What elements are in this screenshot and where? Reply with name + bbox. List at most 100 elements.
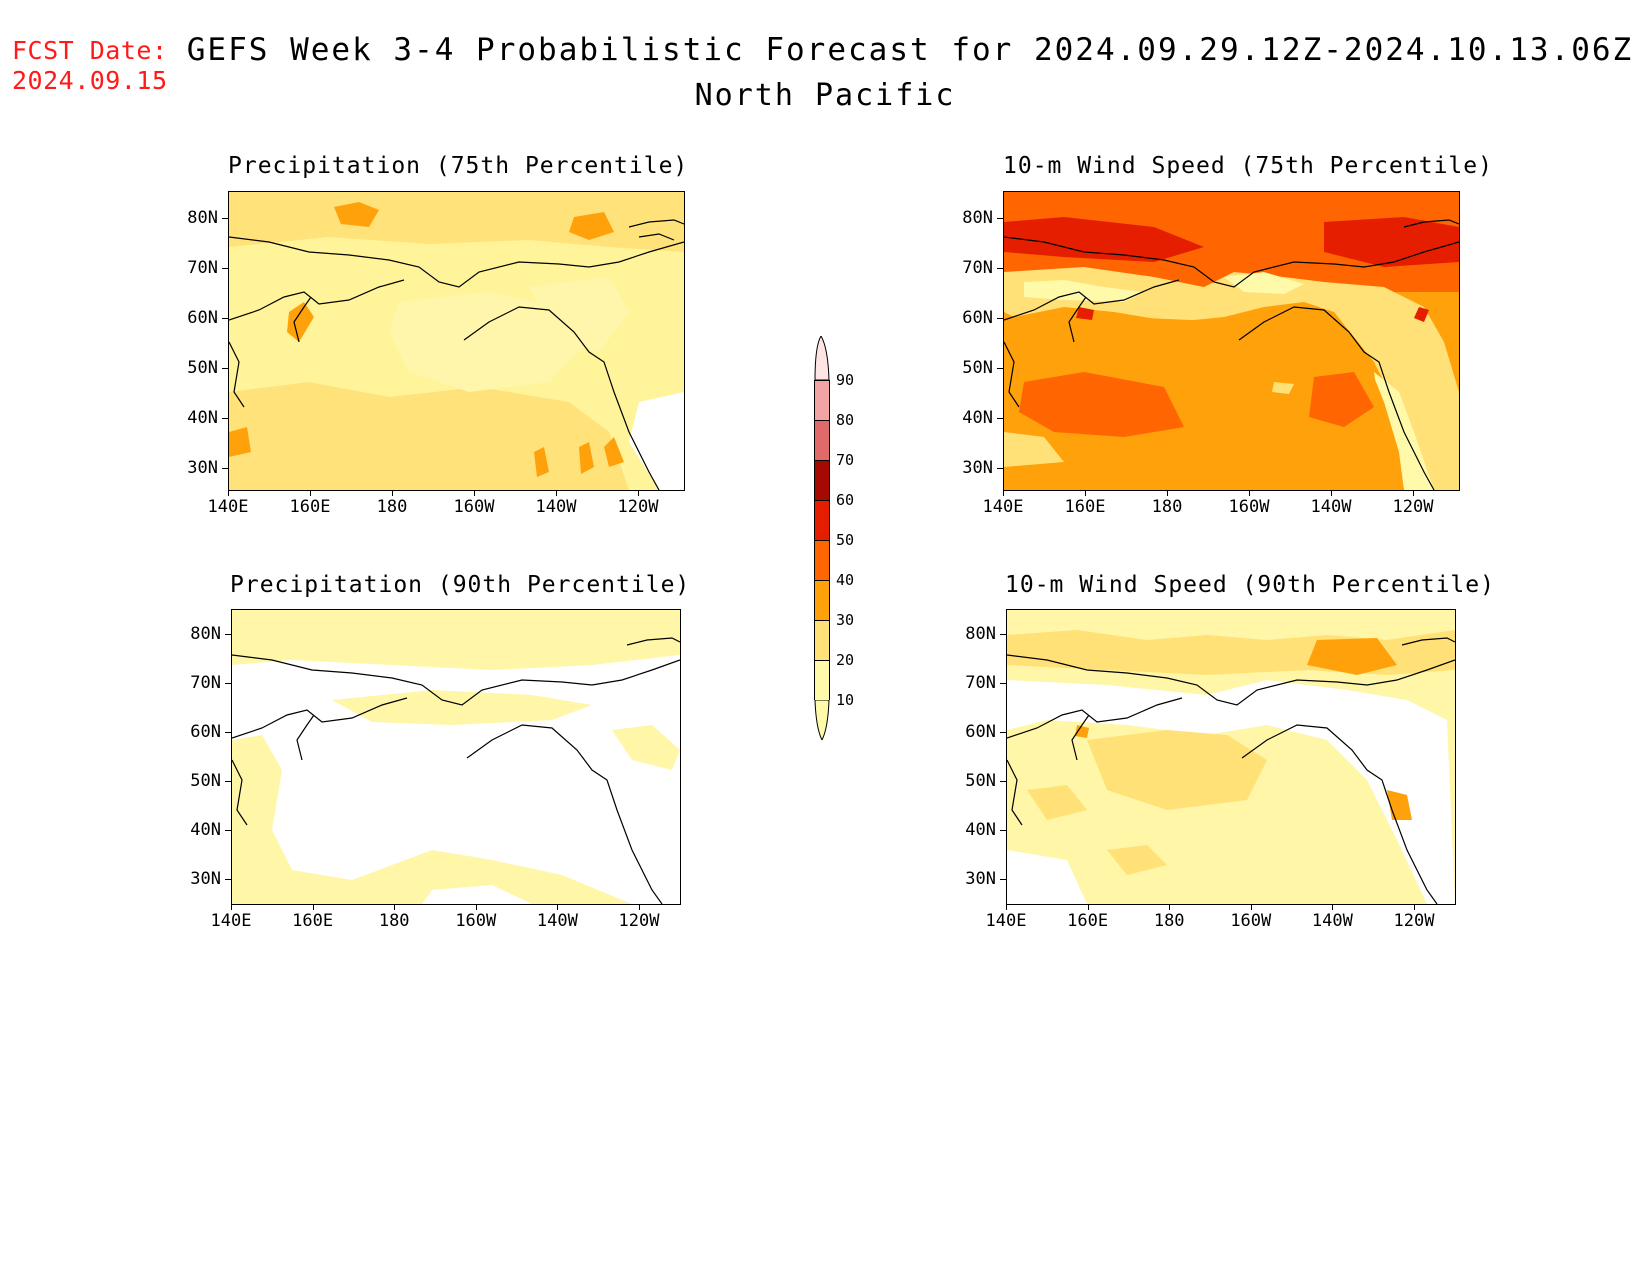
colorbar-label: 20 — [836, 651, 855, 669]
lat-tick-label: 30N — [190, 869, 221, 889]
lat-tick-label: 60N — [962, 308, 993, 328]
lon-tick-mark — [1169, 904, 1171, 910]
lat-tick-mark — [222, 218, 228, 219]
lon-tick-label: 120W — [618, 911, 660, 931]
lat-tick-label: 50N — [962, 358, 993, 378]
lon-tick-mark — [475, 904, 477, 910]
colorbar-label: 30 — [836, 611, 855, 629]
lat-tick-label: 60N — [965, 722, 996, 742]
lat-tick-mark — [225, 879, 231, 880]
lat-tick-mark — [225, 781, 231, 782]
map-precip-75 — [228, 191, 685, 491]
lat-tick-label: 50N — [190, 771, 221, 791]
lat-tick-mark — [222, 468, 228, 469]
lon-tick-mark — [1413, 490, 1414, 496]
lon-tick-mark — [1167, 490, 1168, 496]
colorbar-label: 80 — [836, 411, 855, 429]
lat-tick-mark — [225, 683, 231, 684]
map-wind-90 — [1006, 609, 1456, 905]
lon-tick-label: 140E — [210, 911, 252, 931]
lat-tick-label: 30N — [187, 458, 218, 478]
lat-tick-mark — [225, 830, 231, 831]
lon-tick-label: 140E — [985, 911, 1027, 931]
lon-tick-label: 180 — [378, 911, 410, 931]
lat-tick-label: 80N — [190, 624, 221, 644]
lat-tick-label: 30N — [962, 458, 993, 478]
lat-tick-label: 40N — [187, 408, 218, 428]
colorbar-label: 70 — [836, 451, 855, 469]
colorbar-label: 90 — [836, 371, 855, 389]
lat-tick-label: 80N — [962, 208, 993, 228]
lon-tick-mark — [638, 490, 639, 496]
colorbar-label: 50 — [836, 531, 855, 549]
colorbar-segment — [814, 540, 830, 580]
lon-tick-label: 120W — [617, 497, 659, 517]
colorbar-bottom-cap — [814, 700, 830, 740]
colorbar-segment — [814, 500, 830, 540]
colorbar-segment — [814, 580, 830, 620]
page-title: GEFS Week 3-4 Probabilistic Forecast for… — [186, 32, 1634, 68]
lon-tick-label: 180 — [1151, 497, 1183, 517]
lat-tick-label: 70N — [962, 258, 993, 278]
forecast-date: FCST Date: 2024.09.15 — [12, 36, 168, 96]
lon-tick-label: 160E — [1064, 497, 1106, 517]
lat-tick-mark — [997, 468, 1003, 469]
lon-tick-mark — [1085, 490, 1086, 496]
lon-tick-mark — [1003, 490, 1004, 496]
lon-tick-mark — [1250, 904, 1252, 910]
lat-tick-mark — [222, 368, 228, 369]
lon-tick-mark — [312, 904, 314, 910]
lon-tick-mark — [394, 904, 396, 910]
lon-tick-mark — [1006, 904, 1007, 910]
lon-tick-label: 180 — [376, 497, 408, 517]
lat-tick-mark — [225, 732, 231, 733]
colorbar-segment — [814, 660, 830, 700]
lat-tick-label: 70N — [965, 673, 996, 693]
lat-tick-label: 80N — [965, 624, 996, 644]
panel-title-precip90: Precipitation (90th Percentile) — [230, 572, 691, 598]
lon-tick-label: 120W — [1393, 911, 1435, 931]
lon-tick-label: 140W — [535, 497, 577, 517]
precip90-field — [232, 610, 680, 904]
lon-tick-mark — [556, 490, 557, 496]
wind90-field — [1007, 610, 1455, 904]
lat-tick-label: 70N — [190, 673, 221, 693]
colorbar-label: 40 — [836, 571, 855, 589]
lat-tick-label: 30N — [965, 869, 996, 889]
lon-tick-label: 140W — [1310, 497, 1352, 517]
lon-tick-mark — [1087, 904, 1089, 910]
lon-tick-label: 140E — [982, 497, 1024, 517]
lat-tick-mark — [222, 418, 228, 419]
forecast-date-label: FCST Date: — [12, 36, 168, 65]
lat-tick-mark — [225, 634, 231, 635]
lat-tick-label: 60N — [187, 308, 218, 328]
lat-tick-label: 80N — [187, 208, 218, 228]
colorbar-segment — [814, 420, 830, 460]
lon-tick-mark — [474, 490, 475, 496]
lat-tick-mark — [1000, 781, 1006, 782]
lon-tick-mark — [231, 904, 232, 910]
lon-tick-mark — [1332, 904, 1334, 910]
lon-tick-label: 140E — [207, 497, 249, 517]
lat-tick-mark — [1000, 830, 1006, 831]
lon-tick-label: 160E — [1067, 911, 1109, 931]
lon-tick-label: 160W — [453, 497, 495, 517]
lat-tick-label: 50N — [187, 358, 218, 378]
lat-tick-label: 60N — [190, 722, 221, 742]
lon-tick-label: 140W — [536, 911, 578, 931]
panel-title-wind75: 10-m Wind Speed (75th Percentile) — [1003, 153, 1493, 179]
colorbar-segment — [814, 380, 830, 420]
colorbar-top-cap — [814, 336, 830, 380]
lat-tick-mark — [997, 268, 1003, 269]
colorbar-label: 10 — [836, 691, 855, 709]
colorbar-label: 60 — [836, 491, 855, 509]
wind75-field — [1004, 192, 1459, 490]
precip75-field — [229, 192, 684, 490]
lat-tick-mark — [997, 218, 1003, 219]
lat-tick-mark — [997, 418, 1003, 419]
lat-tick-mark — [222, 268, 228, 269]
lat-tick-label: 40N — [190, 820, 221, 840]
lon-tick-mark — [392, 490, 393, 496]
lon-tick-label: 180 — [1153, 911, 1185, 931]
lat-tick-mark — [997, 318, 1003, 319]
